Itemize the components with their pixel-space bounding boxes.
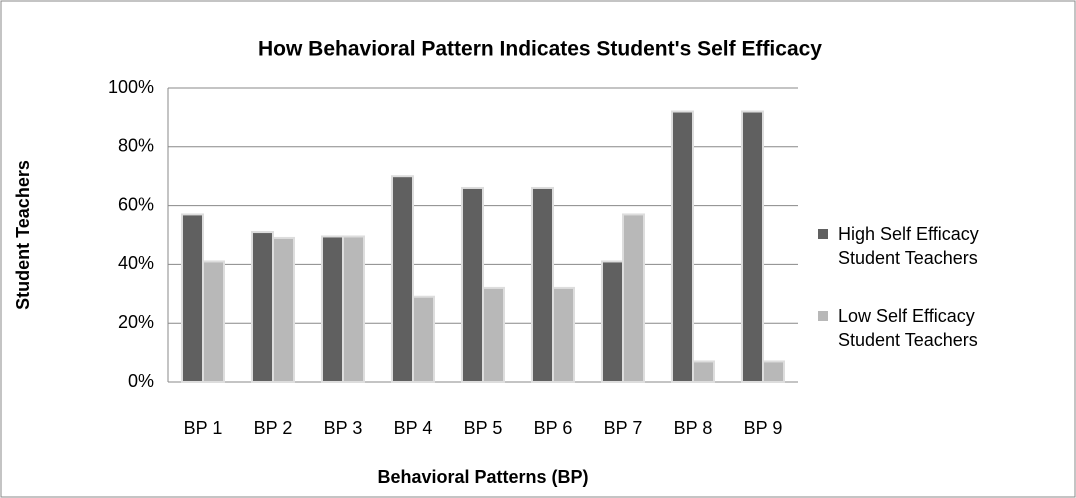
x-tick-label: BP 8 xyxy=(674,418,713,438)
bar xyxy=(671,110,694,384)
y-axis-label: Student Teachers xyxy=(13,160,33,310)
legend-swatch xyxy=(818,311,828,321)
x-tick-label: BP 2 xyxy=(254,418,293,438)
y-tick-label: 20% xyxy=(118,312,154,332)
x-tick-label: BP 5 xyxy=(464,418,503,438)
x-tick-label: BP 7 xyxy=(604,418,643,438)
x-tick-label: BP 6 xyxy=(534,418,573,438)
bar xyxy=(552,286,575,384)
legend-label: High Self Efficacy Student Teachers xyxy=(838,224,979,268)
bar xyxy=(412,295,435,383)
x-tick-label: BP 3 xyxy=(324,418,363,438)
legend-label: Low Self Efficacy Student Teachers xyxy=(838,306,978,350)
y-tick-label: 0% xyxy=(128,371,154,391)
x-tick-label: BP 1 xyxy=(184,418,223,438)
bar xyxy=(272,236,295,383)
bar xyxy=(181,213,204,383)
y-tick-label: 40% xyxy=(118,253,154,273)
bar xyxy=(692,360,715,384)
bar xyxy=(321,235,344,383)
bar xyxy=(202,260,225,383)
y-tick-label: 100% xyxy=(108,77,154,97)
bar xyxy=(391,175,414,383)
bar xyxy=(251,231,274,383)
y-tick-label: 60% xyxy=(118,194,154,214)
legend-swatch xyxy=(818,229,828,239)
bar xyxy=(531,186,554,383)
bar xyxy=(601,260,624,383)
x-tick-label: BP 9 xyxy=(744,418,783,438)
y-tick-label: 80% xyxy=(118,136,154,156)
bar xyxy=(482,286,505,384)
bar xyxy=(741,110,764,384)
chart-title: How Behavioral Pattern Indicates Student… xyxy=(258,38,822,61)
x-axis-label: Behavioral Patterns (BP) xyxy=(377,467,588,487)
x-tick-label: BP 4 xyxy=(394,418,433,438)
bar xyxy=(762,360,785,384)
bar xyxy=(461,186,484,383)
bar xyxy=(342,235,365,383)
bar xyxy=(622,213,645,383)
